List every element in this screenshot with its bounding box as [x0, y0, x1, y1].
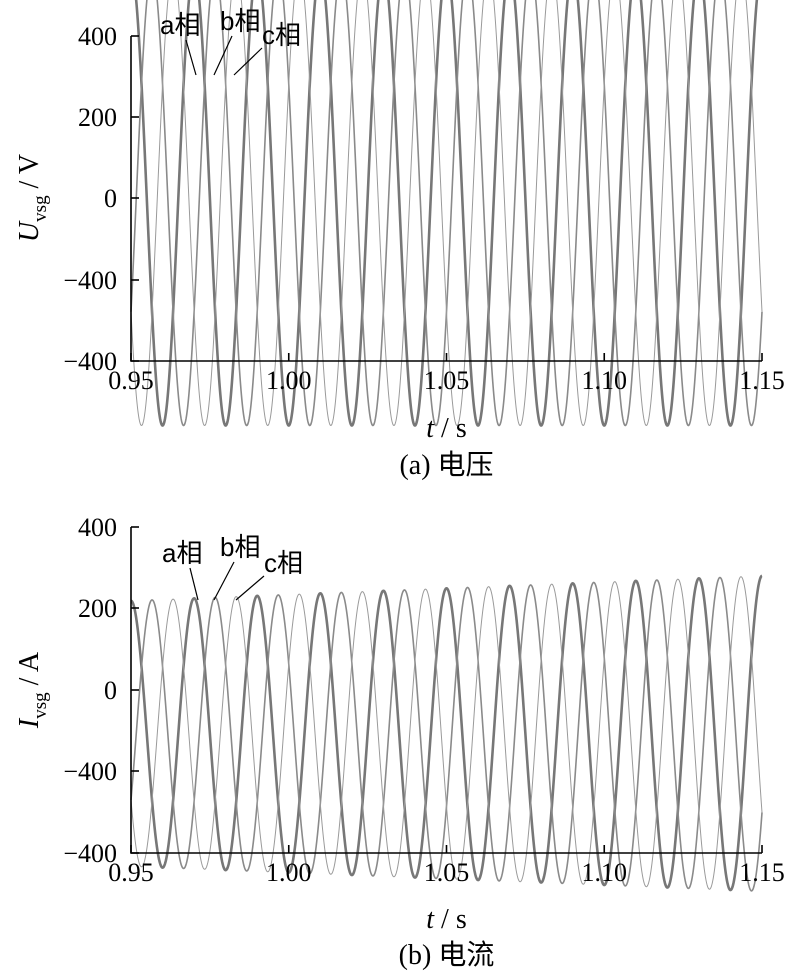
voltage-y-sub: vsg: [30, 195, 51, 222]
voltage-y-var: U: [14, 220, 45, 242]
current-ytick-label: 200: [78, 594, 117, 623]
panel-current: 400 200 0 −400 −400 0.95 1.00 1.05 1.10 1.15 Ivs…: [14, 513, 785, 971]
voltage-phase-leader: [213, 35, 233, 76]
voltage-ytick-label: −400: [63, 347, 117, 376]
voltage-xtick-label: 1.00: [266, 366, 312, 395]
voltage-ytick-label: 200: [78, 103, 117, 132]
voltage-phase-label: c相: [262, 20, 301, 50]
current-caption: (b) 电流: [399, 939, 495, 971]
voltage-x-axis-label: t / s: [426, 413, 466, 444]
voltage-xtick-label: 0.95: [108, 366, 154, 395]
current-yticks: 400 200 0 −400 −400: [63, 513, 139, 868]
current-xtick-label: 0.95: [108, 858, 154, 887]
current-ytick-label: −400: [63, 757, 117, 786]
voltage-xtick-label: 1.10: [582, 366, 628, 395]
voltage-yticks: 400 200 0 −400 −400: [63, 22, 139, 376]
voltage-x-unit: / s: [434, 413, 467, 444]
current-x-axis-label: t / s: [426, 904, 466, 935]
voltage-phase-leader: [233, 47, 263, 76]
voltage-phase-leader: [185, 39, 197, 76]
current-xticks: 0.95 1.00 1.05 1.10 1.15: [108, 845, 785, 887]
current-phase-label: b相: [220, 532, 260, 562]
current-phase-label: c相: [264, 548, 303, 578]
current-y-axis-label: Ivsg / A: [14, 651, 51, 729]
current-xtick-label: 1.05: [424, 858, 470, 887]
voltage-caption: (a) 电压: [399, 449, 493, 481]
current-y-unit: / A: [14, 651, 45, 692]
current-curves: [130, 574, 763, 892]
voltage-xtick-label: 1.15: [739, 366, 785, 395]
voltage-y-unit: / V: [14, 154, 45, 196]
current-ytick-label: 400: [78, 513, 117, 542]
voltage-curves: [130, 0, 763, 427]
current-series-c: [130, 576, 763, 890]
current-xtick-label: 1.10: [582, 858, 628, 887]
current-series-b: [130, 576, 763, 892]
current-phase-leader: [189, 567, 199, 601]
current-xtick-label: 1.00: [266, 858, 312, 887]
current-phase-label: a相: [162, 538, 202, 568]
voltage-ytick-label: 400: [78, 22, 117, 51]
voltage-series-c: [130, 0, 763, 427]
current-x-var: t: [426, 904, 435, 935]
voltage-ytick-label: −400: [63, 266, 117, 295]
voltage-ytick-label: 0: [104, 184, 117, 213]
current-y-var: I: [14, 717, 45, 729]
current-phase-leader: [213, 561, 235, 601]
current-phase-leader: [235, 575, 265, 601]
current-y-sub: vsg: [30, 692, 51, 719]
voltage-xticks: 0.95 1.00 1.05 1.10 1.15: [108, 353, 785, 395]
current-series-a: [130, 574, 763, 892]
current-x-unit: / s: [434, 904, 467, 935]
panel-voltage: 400 200 0 −400 −400 0.95 1.00 1.05 1.10 1.15 Uvs…: [14, 0, 785, 481]
voltage-xtick-label: 1.05: [424, 366, 470, 395]
voltage-phase-labels: a相 b相 c相: [160, 6, 301, 76]
current-xtick-label: 1.15: [739, 858, 785, 887]
voltage-phase-label: b相: [220, 6, 260, 36]
voltage-y-axis-label: Uvsg / V: [14, 154, 51, 242]
current-ytick-label: −400: [63, 839, 117, 868]
voltage-x-var: t: [426, 413, 435, 444]
voltage-phase-label: a相: [160, 10, 200, 40]
current-ytick-label: 0: [104, 676, 117, 705]
